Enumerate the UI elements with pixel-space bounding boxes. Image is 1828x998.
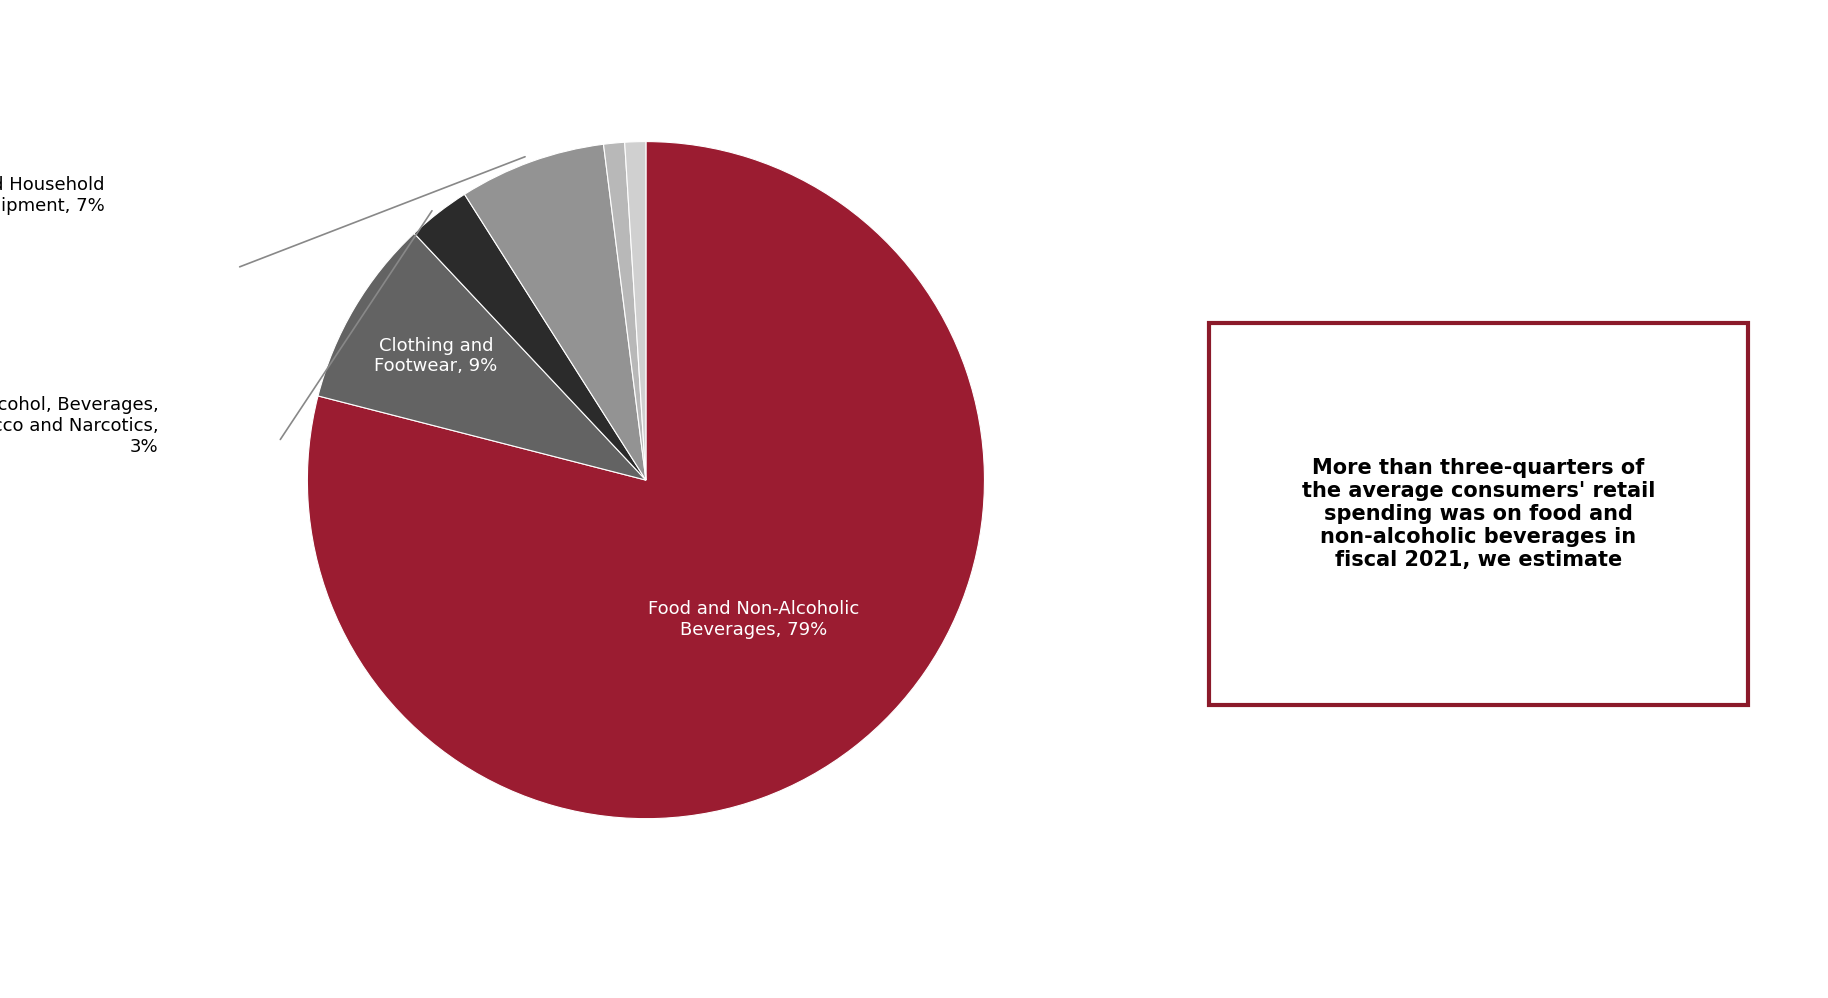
Text: Alcohol, Beverages,
Tobacco and Narcotics,
3%: Alcohol, Beverages, Tobacco and Narcotic…: [0, 396, 159, 456]
Wedge shape: [307, 142, 985, 818]
Text: Clothing and
Footwear, 9%: Clothing and Footwear, 9%: [375, 336, 497, 375]
Wedge shape: [318, 234, 645, 480]
Text: Furniture and Household
Equipment, 7%: Furniture and Household Equipment, 7%: [0, 177, 104, 216]
Text: More than three-quarters of
the average consumers' retail
spending was on food a: More than three-quarters of the average …: [1302, 457, 1654, 571]
Wedge shape: [603, 143, 645, 480]
FancyBboxPatch shape: [1208, 323, 1749, 705]
Wedge shape: [464, 145, 645, 480]
Wedge shape: [415, 195, 645, 480]
Text: Food and Non-Alcoholic
Beverages, 79%: Food and Non-Alcoholic Beverages, 79%: [649, 600, 859, 639]
Wedge shape: [625, 142, 645, 480]
